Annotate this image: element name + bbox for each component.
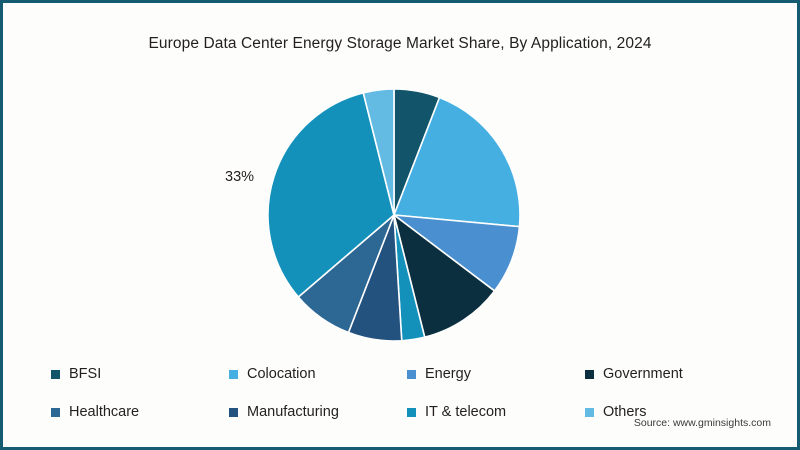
legend-swatch-icon: [51, 407, 60, 417]
legend-label: Healthcare: [69, 404, 140, 420]
legend-swatch-icon: [585, 407, 594, 417]
legend-label: Others: [603, 404, 647, 420]
pie-slice-group: [267, 88, 521, 342]
chart-legend: BFSI Colocation Energy Government Health…: [51, 355, 763, 431]
legend-item-government[interactable]: Government: [585, 366, 763, 382]
pie-chart-svg: [267, 88, 521, 342]
pie-slice[interactable]: [362, 88, 395, 216]
legend-row: Healthcare Manufacturing IT & telecom Ot…: [51, 393, 763, 431]
legend-label: Manufacturing: [247, 404, 339, 420]
legend-item-manufacturing[interactable]: Manufacturing: [229, 404, 407, 420]
pie-slice[interactable]: [393, 214, 496, 338]
page-title: Europe Data Center Energy Storage Market…: [148, 35, 652, 52]
legend-item-healthcare[interactable]: Healthcare: [51, 404, 229, 420]
legend-label: IT & telecom: [425, 404, 507, 420]
pie-slice[interactable]: [267, 92, 395, 298]
legend-item-bfsi[interactable]: BFSI: [51, 366, 229, 382]
slice-percent-callout: 33%: [225, 169, 255, 185]
legend-row: BFSI Colocation Energy Government: [51, 355, 763, 393]
legend-item-colocation[interactable]: Colocation: [229, 366, 407, 382]
legend-label: Government: [603, 366, 683, 382]
legend-label: BFSI: [69, 366, 102, 382]
legend-label: Energy: [425, 366, 471, 382]
legend-item-others[interactable]: Others: [585, 404, 763, 420]
legend-item-energy[interactable]: Energy: [407, 366, 585, 382]
legend-swatch-icon: [51, 369, 60, 379]
pie-slice[interactable]: [393, 96, 521, 228]
legend-swatch-icon: [229, 369, 238, 379]
pie-chart: [266, 87, 522, 343]
legend-swatch-icon: [585, 369, 594, 379]
legend-swatch-icon: [407, 407, 416, 417]
legend-item-it-telecom[interactable]: IT & telecom: [407, 404, 585, 420]
source-attribution: Source: www.gminsights.com: [633, 417, 771, 429]
legend-swatch-icon: [407, 369, 416, 379]
legend-label: Colocation: [247, 366, 316, 382]
legend-swatch-icon: [229, 407, 238, 417]
